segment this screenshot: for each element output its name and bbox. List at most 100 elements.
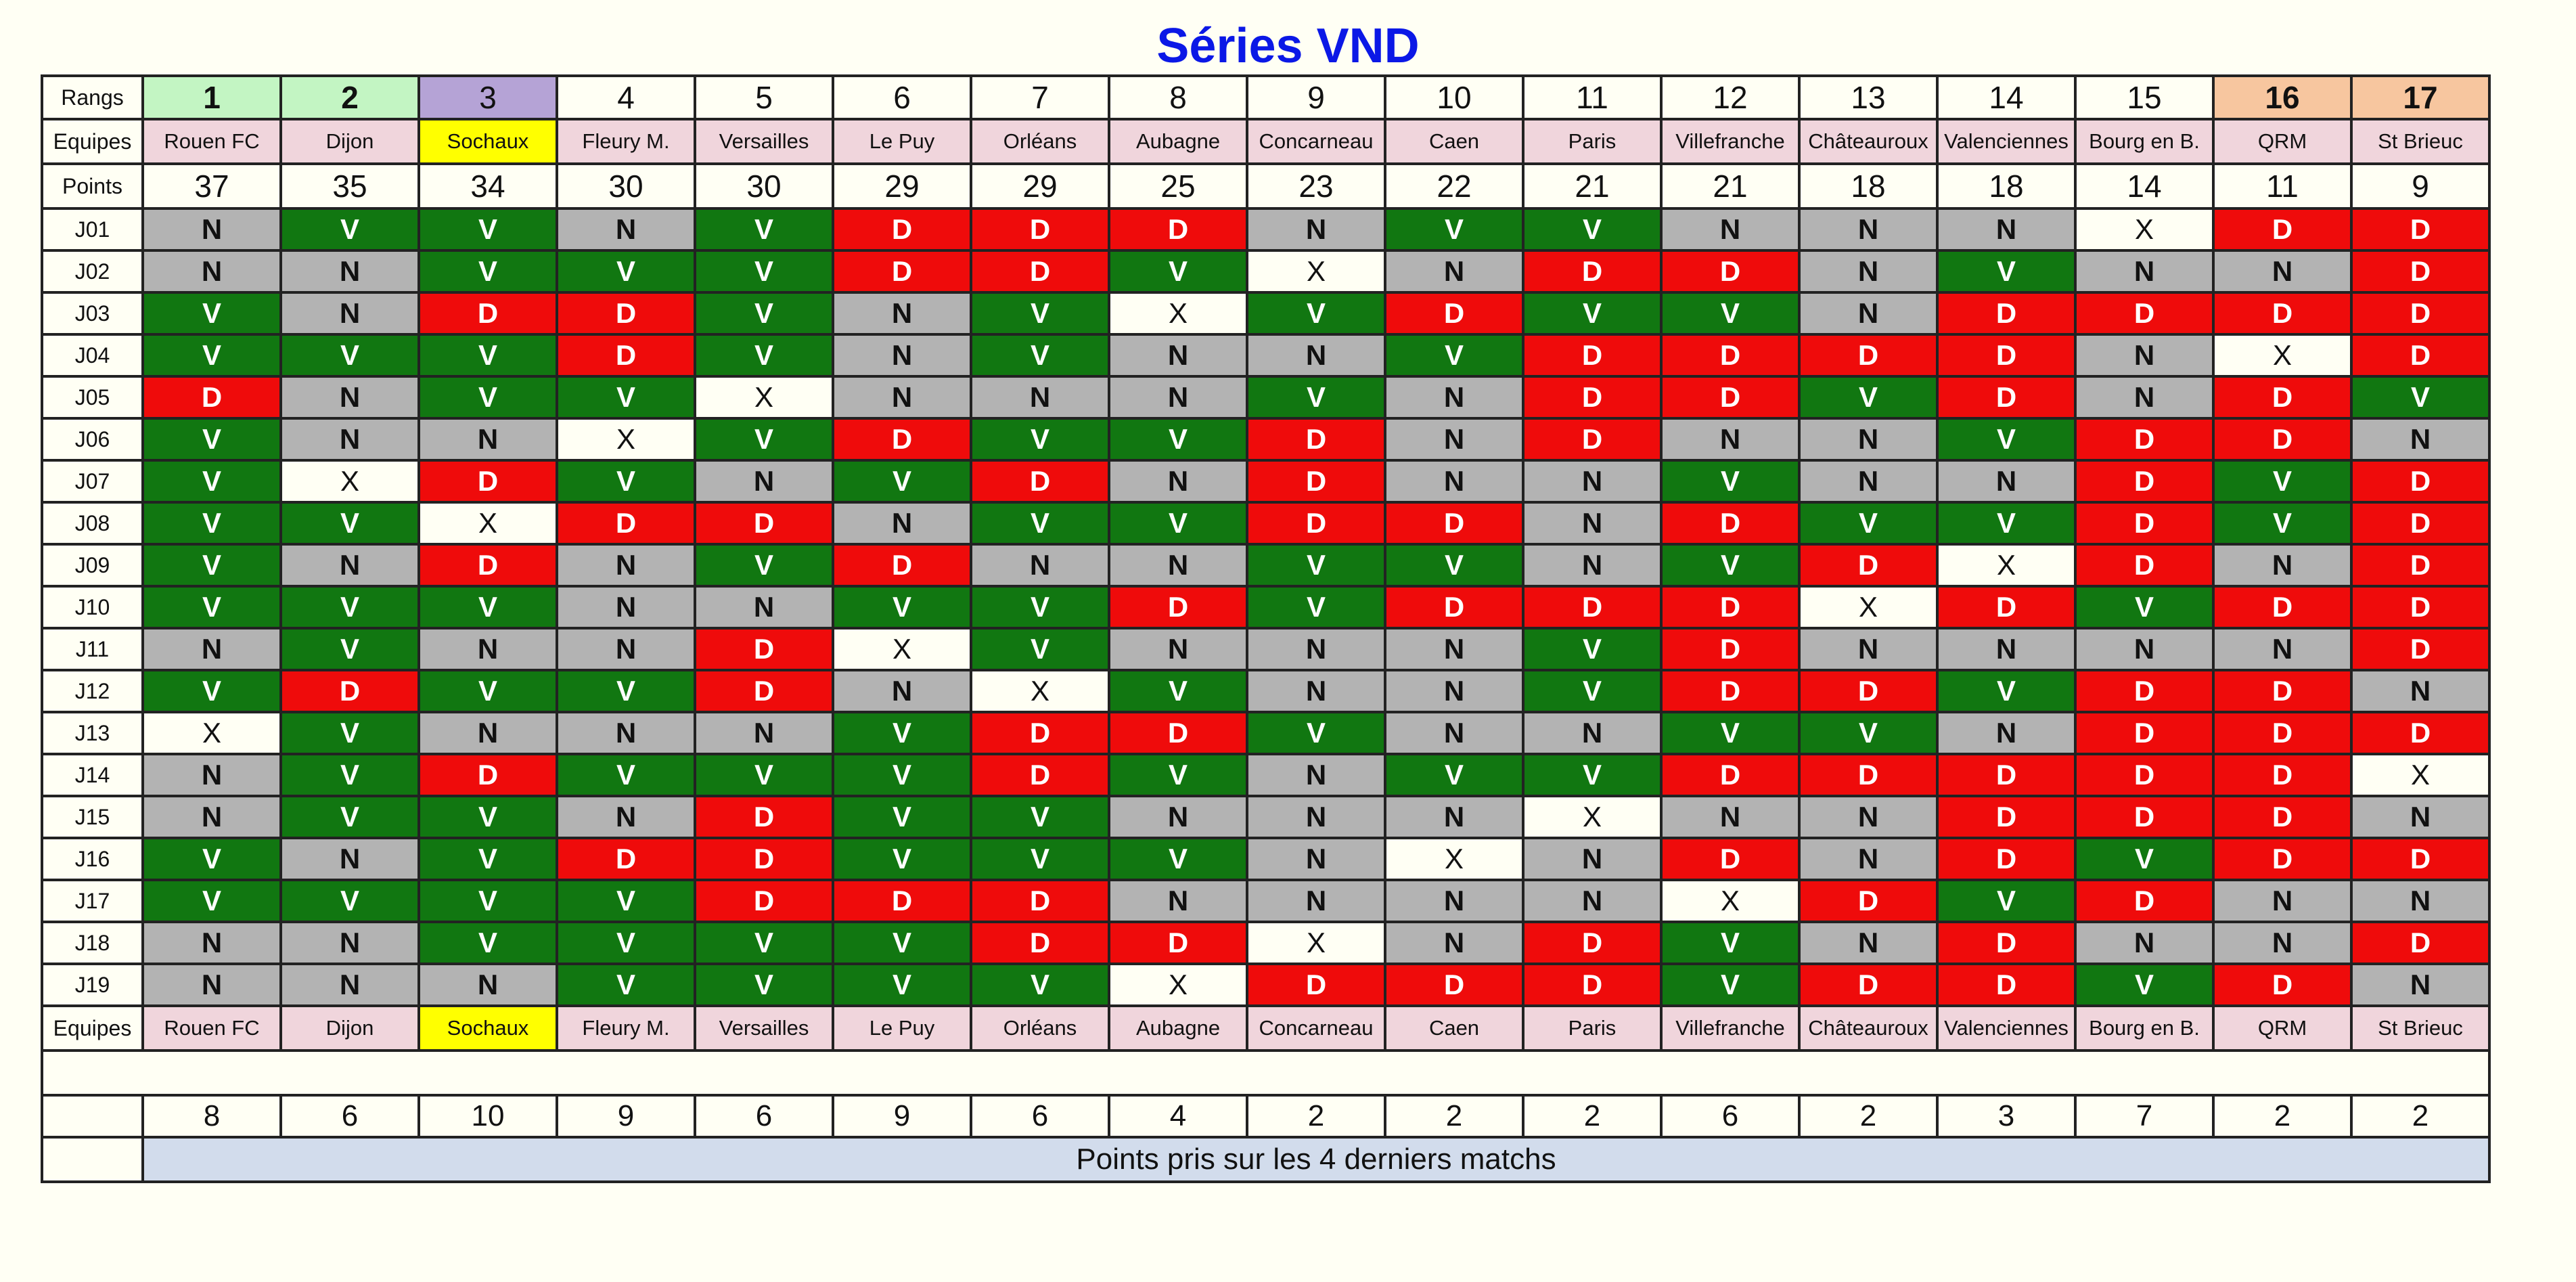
result-cell: V	[1384, 333, 1524, 378]
result-cell: N	[556, 585, 696, 629]
result-cell: V	[694, 249, 834, 294]
result-cell: N	[1108, 333, 1248, 378]
result-cell: D	[2074, 753, 2215, 797]
result-cell: D	[1936, 375, 2077, 420]
result-cell: N	[2074, 921, 2215, 965]
result-cell: D	[694, 837, 834, 881]
result-cell: D	[2074, 501, 2215, 546]
result-cell: D	[417, 753, 558, 797]
result-cell: N	[1384, 795, 1524, 839]
result-cell: V	[279, 627, 420, 671]
result-cell: D	[1522, 249, 1663, 294]
result-cell: X	[1246, 249, 1386, 294]
team-name-cell: Châteauroux	[1798, 1004, 1939, 1052]
round-row: J01 N V V N V D D D N V V N N N X D D	[41, 207, 2491, 252]
round-row: J13 X V N N N V D D V N N V V N D D D	[41, 711, 2491, 755]
result-cell: D	[2074, 543, 2215, 588]
result-cell: D	[2074, 291, 2215, 336]
result-cell: V	[417, 249, 558, 294]
result-cell: V	[1522, 753, 1663, 797]
rank-cell: 5	[694, 74, 834, 120]
round-row: J03 V N D D V N V X V D V V N D D D D	[41, 291, 2491, 336]
result-cell: N	[417, 711, 558, 755]
result-cell: V	[417, 795, 558, 839]
ranks-row: Rangs 1 2 3 4 5 6 7 8 9 10 11 12 13 14 15 16 17	[41, 74, 2491, 120]
result-cell: N	[1798, 249, 1939, 294]
points-cell: 35	[279, 162, 420, 210]
result-cell: V	[1246, 711, 1386, 755]
result-cell: V	[279, 753, 420, 797]
result-cell: V	[1522, 291, 1663, 336]
result-cell: N	[1798, 627, 1939, 671]
result-cell: D	[970, 921, 1110, 965]
round-label: J14	[41, 753, 144, 797]
result-cell: N	[1384, 417, 1524, 462]
result-cell: V	[556, 921, 696, 965]
result-cell: N	[1522, 837, 1663, 881]
round-label: J08	[41, 501, 144, 546]
result-cell: D	[1108, 585, 1248, 629]
last4-points-cell: 8	[141, 1094, 282, 1139]
round-row: J02 N N V V V D D V X N D D N V N N D	[41, 249, 2491, 294]
result-cell: D	[1384, 291, 1524, 336]
team-name-cell: Rouen FC	[141, 118, 282, 165]
result-cell: V	[1660, 291, 1801, 336]
result-cell: V	[694, 921, 834, 965]
result-cell: V	[970, 291, 1110, 336]
team-name-cell: QRM	[2212, 118, 2353, 165]
result-cell: N	[1384, 249, 1524, 294]
result-cell: N	[1384, 375, 1524, 420]
round-label: J17	[41, 879, 144, 923]
result-cell: N	[141, 921, 282, 965]
result-cell: D	[1798, 963, 1939, 1007]
result-cell: D	[2074, 669, 2215, 713]
rank-cell: 4	[556, 74, 696, 120]
result-cell: V	[556, 669, 696, 713]
round-label: J06	[41, 417, 144, 462]
result-cell: N	[1384, 459, 1524, 504]
team-name-cell: Dijon	[279, 118, 420, 165]
caption-row: Points pris sur les 4 derniers matchs	[41, 1136, 2491, 1183]
result-cell: V	[1660, 543, 1801, 588]
result-cell: V	[832, 837, 972, 881]
result-cell: V	[832, 921, 972, 965]
result-cell: N	[1108, 375, 1248, 420]
result-cell: N	[694, 459, 834, 504]
round-label: J10	[41, 585, 144, 629]
result-cell: X	[694, 375, 834, 420]
result-cell: V	[141, 837, 282, 881]
team-name-cell: Sochaux	[417, 118, 558, 165]
round-label: J13	[41, 711, 144, 755]
result-cell: V	[1798, 375, 1939, 420]
result-cell: N	[970, 375, 1110, 420]
result-cell: N	[2350, 669, 2491, 713]
round-row: J15 N V V N D V V N N N X N N D D D N	[41, 795, 2491, 839]
result-cell: V	[279, 585, 420, 629]
team-name-cell: Le Puy	[832, 118, 972, 165]
rank-cell: 8	[1108, 74, 1248, 120]
last4-points-cell: 2	[1384, 1094, 1524, 1139]
result-cell: N	[1522, 711, 1663, 755]
result-cell: V	[970, 795, 1110, 839]
rank-cell: 16	[2212, 74, 2353, 120]
team-name-cell: Caen	[1384, 118, 1524, 165]
result-cell: V	[1246, 291, 1386, 336]
result-cell: X	[1798, 585, 1939, 629]
rank-cell: 14	[1936, 74, 2077, 120]
last4-points-cell: 9	[832, 1094, 972, 1139]
result-cell: X	[556, 417, 696, 462]
result-cell: V	[141, 501, 282, 546]
result-cell: N	[141, 627, 282, 671]
result-cell: V	[279, 879, 420, 923]
round-row: J11 N V N N D X V N N N V D N N N N D	[41, 627, 2491, 671]
result-cell: V	[141, 417, 282, 462]
result-cell: V	[141, 543, 282, 588]
series-table: Rangs 1 2 3 4 5 6 7 8 9 10 11 12 13 14 15 16 17 Equipes Rou…	[41, 74, 2491, 1183]
result-cell: N	[1798, 291, 1939, 336]
result-cell: N	[1384, 627, 1524, 671]
result-cell: V	[970, 627, 1110, 671]
result-cell: D	[2350, 921, 2491, 965]
round-label: J19	[41, 963, 144, 1007]
result-cell: D	[1108, 207, 1248, 252]
team-name-cell: Paris	[1522, 1004, 1663, 1052]
